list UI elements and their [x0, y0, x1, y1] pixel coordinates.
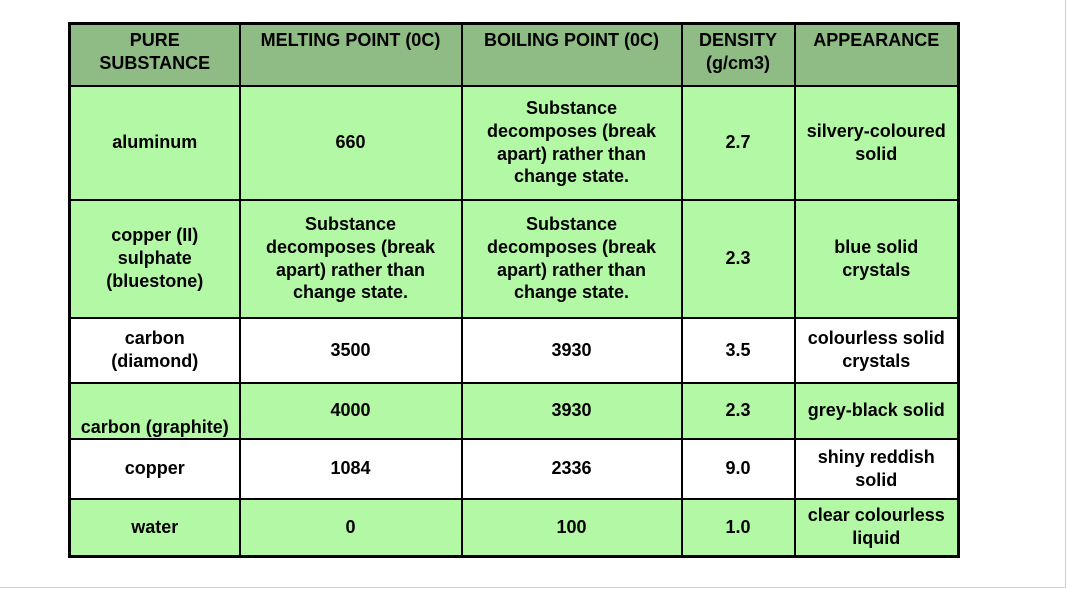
table-row-carbon-diamond: carbon (diamond) 3500 3930 3.5 colourles… — [68, 316, 960, 384]
cell-substance: copper — [68, 437, 241, 500]
header-row: PURE SUBSTANCE MELTING POINT (0C) BOILIN… — [68, 22, 960, 87]
table-row-water: water 0 100 1.0 clear colourless liquid — [68, 497, 960, 558]
table-body: aluminum 660 Substance decomposes (break… — [68, 84, 960, 558]
cell-density: 9.0 — [680, 437, 796, 500]
cell-melting-point: Substance decomposes (break apart) rathe… — [238, 198, 463, 319]
cell-melting-point: 1084 — [238, 437, 463, 500]
cell-melting-point: 3500 — [238, 316, 463, 384]
cell-boiling-point: 100 — [460, 497, 683, 558]
cell-boiling-point: 3930 — [460, 316, 683, 384]
cell-appearance: silvery-coloured solid — [793, 84, 960, 201]
cell-appearance: grey-black solid — [793, 381, 960, 440]
cell-boiling-point: 3930 — [460, 381, 683, 440]
cell-boiling-point: Substance decomposes (break apart) rathe… — [460, 198, 683, 319]
table-row-carbon-graphite: carbon (graphite) 4000 3930 2.3 grey-bla… — [68, 381, 960, 440]
column-header-melting-point: MELTING POINT (0C) — [238, 22, 463, 87]
table-header: PURE SUBSTANCE MELTING POINT (0C) BOILIN… — [68, 22, 960, 87]
cell-melting-point: 0 — [238, 497, 463, 558]
cell-melting-point: 660 — [238, 84, 463, 201]
cell-appearance: blue solid crystals — [793, 198, 960, 319]
cell-density: 2.3 — [680, 381, 796, 440]
cell-melting-point: 4000 — [238, 381, 463, 440]
cell-appearance: clear colourless liquid — [793, 497, 960, 558]
substances-table: PURE SUBSTANCE MELTING POINT (0C) BOILIN… — [68, 22, 960, 558]
cell-density: 1.0 — [680, 497, 796, 558]
table-row-aluminum: aluminum 660 Substance decomposes (break… — [68, 84, 960, 201]
cell-appearance: colourless solid crystals — [793, 316, 960, 384]
cell-substance: copper (II) sulphate (bluestone) — [68, 198, 241, 319]
column-header-pure-substance: PURE SUBSTANCE — [68, 22, 241, 87]
cell-boiling-point: 2336 — [460, 437, 683, 500]
column-header-density: DENSITY (g/cm3) — [680, 22, 796, 87]
cell-substance: water — [68, 497, 241, 558]
table-row-copper: copper 1084 2336 9.0 shiny reddish solid — [68, 437, 960, 500]
cell-substance: carbon (graphite) — [68, 381, 241, 440]
cell-substance: aluminum — [68, 84, 241, 201]
column-header-boiling-point: BOILING POINT (0C) — [460, 22, 683, 87]
column-header-appearance: APPEARANCE — [793, 22, 960, 87]
cell-appearance: shiny reddish solid — [793, 437, 960, 500]
table-row-copper-sulphate: copper (II) sulphate (bluestone) Substan… — [68, 198, 960, 319]
cell-substance: carbon (diamond) — [68, 316, 241, 384]
cell-density: 2.7 — [680, 84, 796, 201]
cell-density: 2.3 — [680, 198, 796, 319]
cell-density: 3.5 — [680, 316, 796, 384]
cell-boiling-point: Substance decomposes (break apart) rathe… — [460, 84, 683, 201]
